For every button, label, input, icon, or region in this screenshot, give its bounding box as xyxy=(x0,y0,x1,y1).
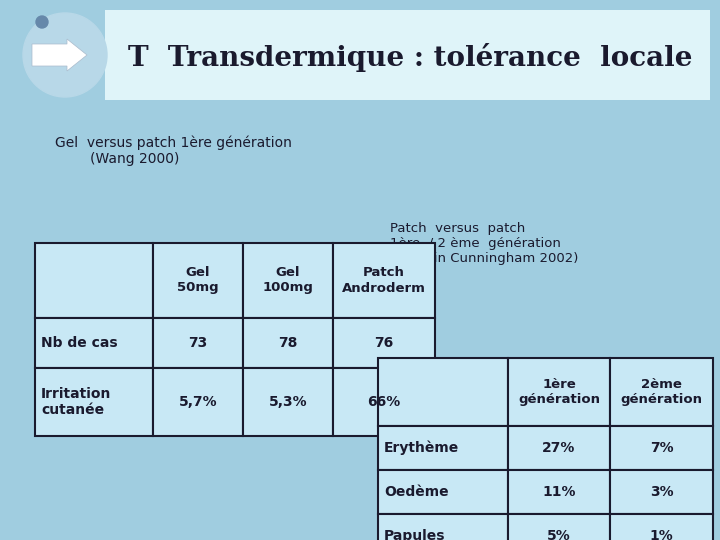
Bar xyxy=(153,318,243,368)
Text: 1%: 1% xyxy=(649,529,673,540)
Text: 5,7%: 5,7% xyxy=(179,395,217,409)
Text: Erythème: Erythème xyxy=(384,441,459,455)
Text: Gel
50mg: Gel 50mg xyxy=(177,267,219,294)
Bar xyxy=(378,470,508,514)
Text: T  Transdermique : tolérance  locale: T Transdermique : tolérance locale xyxy=(127,43,692,71)
Text: 78: 78 xyxy=(279,336,297,350)
FancyArrow shape xyxy=(32,39,87,71)
Text: 1ère
génération: 1ère génération xyxy=(518,378,600,406)
Circle shape xyxy=(23,13,107,97)
Bar xyxy=(610,514,713,540)
Bar xyxy=(378,426,508,470)
Bar xyxy=(333,318,435,368)
Bar xyxy=(610,470,713,514)
Text: Patch
Androderm: Patch Androderm xyxy=(342,267,426,294)
Bar xyxy=(508,426,610,470)
Bar xyxy=(508,514,610,540)
Bar xyxy=(333,368,435,436)
Text: Patch  versus  patch
1ère  / 2 ème  génération
(Clark in Cunningham 2002): Patch versus patch 1ère / 2 ème générati… xyxy=(390,222,578,265)
Text: 76: 76 xyxy=(374,336,394,350)
Text: 3%: 3% xyxy=(649,485,673,499)
Bar xyxy=(610,358,713,426)
Bar xyxy=(610,426,713,470)
Bar xyxy=(35,318,153,368)
Bar xyxy=(35,243,153,318)
Text: Irritation
cutanée: Irritation cutanée xyxy=(41,387,112,417)
Bar xyxy=(153,243,243,318)
Text: Papules: Papules xyxy=(384,529,446,540)
Text: 5%: 5% xyxy=(547,529,571,540)
Text: 11%: 11% xyxy=(542,485,576,499)
FancyBboxPatch shape xyxy=(105,10,710,100)
Bar xyxy=(508,470,610,514)
Bar xyxy=(378,358,508,426)
Text: 2ème
génération: 2ème génération xyxy=(621,378,703,406)
Bar xyxy=(243,243,333,318)
Text: Nb de cas: Nb de cas xyxy=(41,336,117,350)
Bar xyxy=(243,368,333,436)
Bar xyxy=(243,318,333,368)
Text: Oedème: Oedème xyxy=(384,485,449,499)
Bar xyxy=(153,368,243,436)
Bar xyxy=(35,368,153,436)
Text: 7%: 7% xyxy=(649,441,673,455)
Text: 73: 73 xyxy=(189,336,207,350)
Text: 5,3%: 5,3% xyxy=(269,395,307,409)
Bar xyxy=(378,514,508,540)
Text: Gel  versus patch 1ère génération
        (Wang 2000): Gel versus patch 1ère génération (Wang 2… xyxy=(55,135,292,166)
Circle shape xyxy=(36,16,48,28)
Text: 27%: 27% xyxy=(542,441,576,455)
Text: 66%: 66% xyxy=(367,395,400,409)
Text: Gel
100mg: Gel 100mg xyxy=(263,267,313,294)
Bar xyxy=(333,243,435,318)
Bar xyxy=(508,358,610,426)
